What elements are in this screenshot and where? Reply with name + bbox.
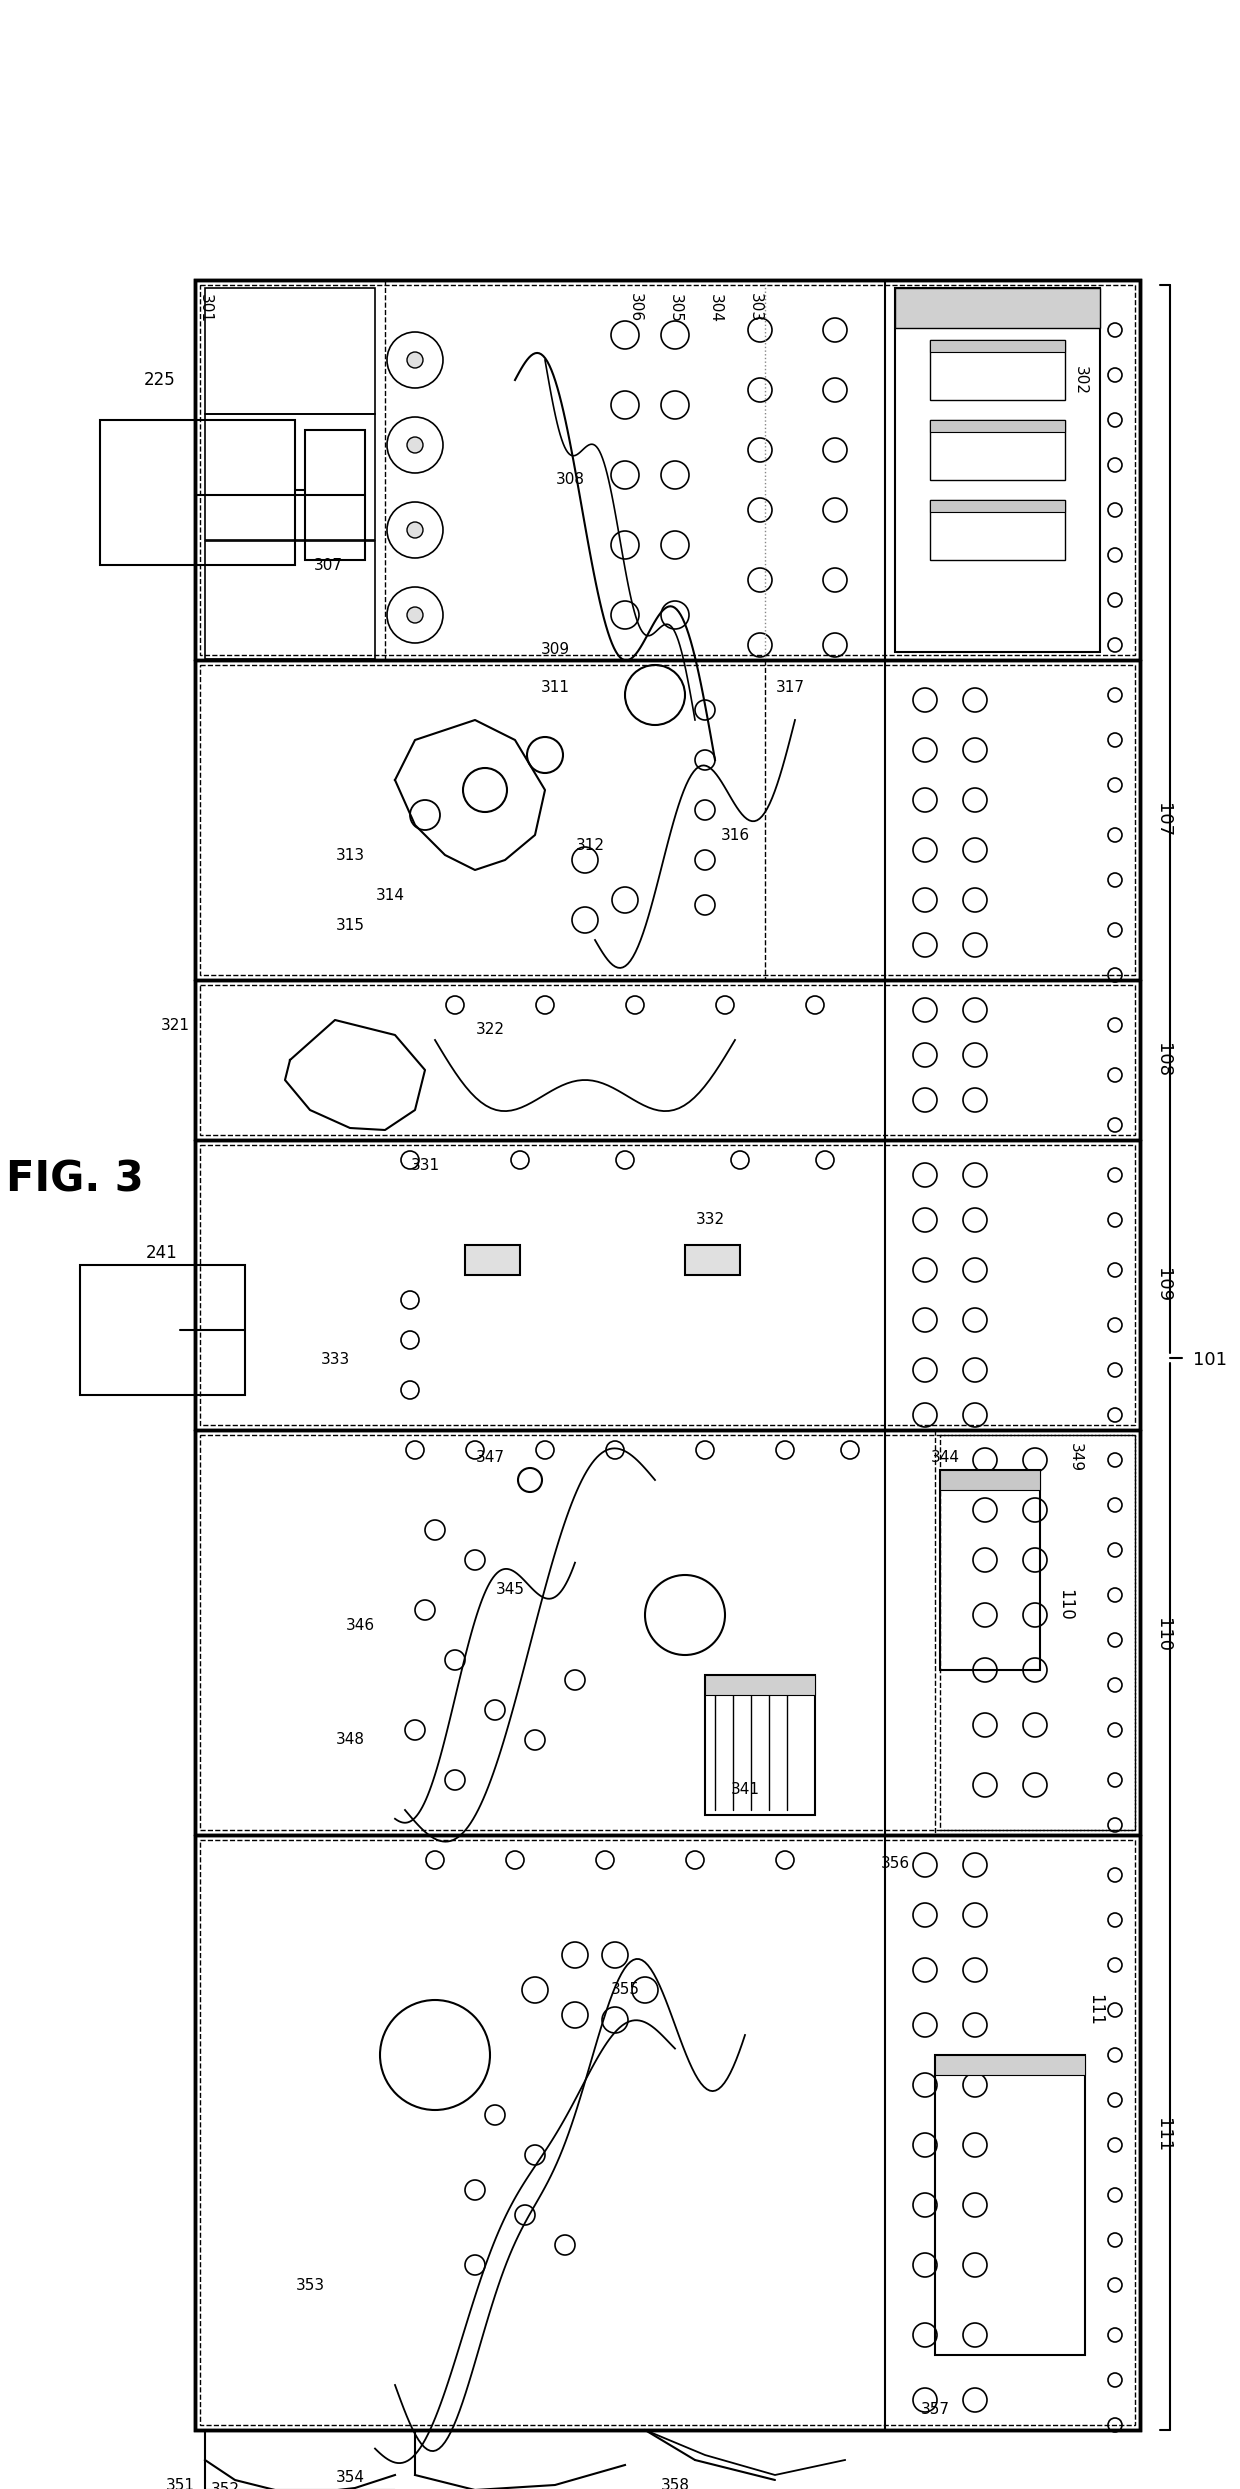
Text: 110: 110 — [1056, 1588, 1074, 1620]
Bar — [200, 1839, 1135, 2424]
Text: 311: 311 — [541, 679, 569, 694]
Bar — [200, 1436, 1135, 1829]
Bar — [195, 279, 1140, 2429]
Text: 101: 101 — [1193, 1352, 1228, 1369]
Bar — [100, 421, 295, 565]
Bar — [895, 289, 1100, 329]
Text: 354: 354 — [336, 2472, 365, 2487]
Text: 109: 109 — [1154, 1267, 1172, 1302]
Bar — [930, 421, 1065, 480]
Text: 322: 322 — [475, 1023, 505, 1038]
Circle shape — [407, 607, 423, 622]
Text: 305: 305 — [667, 294, 682, 324]
Circle shape — [407, 351, 423, 368]
Text: 303: 303 — [748, 294, 763, 324]
Bar — [81, 1264, 246, 1394]
Text: 312: 312 — [575, 836, 605, 854]
Bar — [205, 289, 374, 413]
Text: 352: 352 — [211, 2482, 239, 2489]
Circle shape — [407, 438, 423, 453]
Text: 341: 341 — [730, 1782, 759, 1797]
Bar — [930, 421, 1065, 433]
Bar — [205, 413, 374, 540]
Text: 358: 358 — [661, 2477, 689, 2489]
Text: 331: 331 — [410, 1157, 439, 1172]
Text: 351: 351 — [165, 2477, 195, 2489]
Text: 332: 332 — [696, 1212, 724, 1227]
Text: 317: 317 — [775, 679, 805, 694]
Bar — [200, 665, 1135, 976]
Text: 308: 308 — [556, 473, 584, 488]
Text: 111: 111 — [1154, 2118, 1172, 2153]
Bar — [935, 2056, 1085, 2076]
Text: FIG. 3: FIG. 3 — [6, 1160, 144, 1202]
Polygon shape — [285, 1020, 425, 1130]
Text: 347: 347 — [475, 1451, 505, 1466]
Text: 321: 321 — [160, 1018, 190, 1033]
Bar — [930, 341, 1065, 351]
Text: 307: 307 — [314, 558, 342, 572]
Text: 344: 344 — [930, 1451, 960, 1466]
Text: 241: 241 — [146, 1244, 177, 1262]
Text: 301: 301 — [197, 294, 212, 324]
Text: 313: 313 — [336, 846, 365, 864]
Bar — [305, 431, 365, 560]
Bar — [930, 341, 1065, 401]
Bar — [200, 1145, 1135, 1426]
Bar — [930, 500, 1065, 560]
Text: 346: 346 — [346, 1618, 374, 1633]
Bar — [200, 286, 1135, 655]
Bar — [935, 2056, 1085, 2355]
Text: 353: 353 — [295, 2277, 325, 2292]
Text: 302: 302 — [1073, 366, 1087, 393]
Bar — [930, 500, 1065, 513]
Bar — [706, 1675, 815, 1814]
Text: 345: 345 — [496, 1583, 525, 1598]
Text: 316: 316 — [720, 826, 749, 841]
Bar — [465, 1244, 520, 1274]
Text: 111: 111 — [1086, 1994, 1104, 2026]
Bar — [706, 1675, 815, 1695]
Text: 306: 306 — [627, 294, 642, 324]
Text: 110: 110 — [1154, 1618, 1172, 1653]
Text: 356: 356 — [880, 1854, 910, 1872]
Bar — [684, 1244, 740, 1274]
Bar — [940, 1471, 1040, 1670]
Bar — [940, 1436, 1135, 1829]
Text: 309: 309 — [541, 642, 569, 657]
Text: 315: 315 — [336, 918, 365, 933]
Text: 355: 355 — [610, 1984, 640, 1999]
Bar — [195, 279, 1140, 2429]
Text: 357: 357 — [920, 2402, 950, 2417]
Text: 348: 348 — [336, 1732, 365, 1747]
Text: 225: 225 — [144, 371, 176, 388]
Text: 349: 349 — [1068, 1444, 1083, 1473]
Bar — [200, 986, 1135, 1135]
Bar — [205, 540, 374, 660]
Text: 108: 108 — [1154, 1043, 1172, 1078]
Bar — [895, 289, 1100, 652]
Text: 304: 304 — [708, 294, 723, 324]
Text: 107: 107 — [1154, 804, 1172, 836]
Text: 333: 333 — [320, 1352, 350, 1366]
Text: 314: 314 — [376, 889, 404, 904]
Circle shape — [407, 523, 423, 538]
Bar — [940, 1471, 1040, 1491]
